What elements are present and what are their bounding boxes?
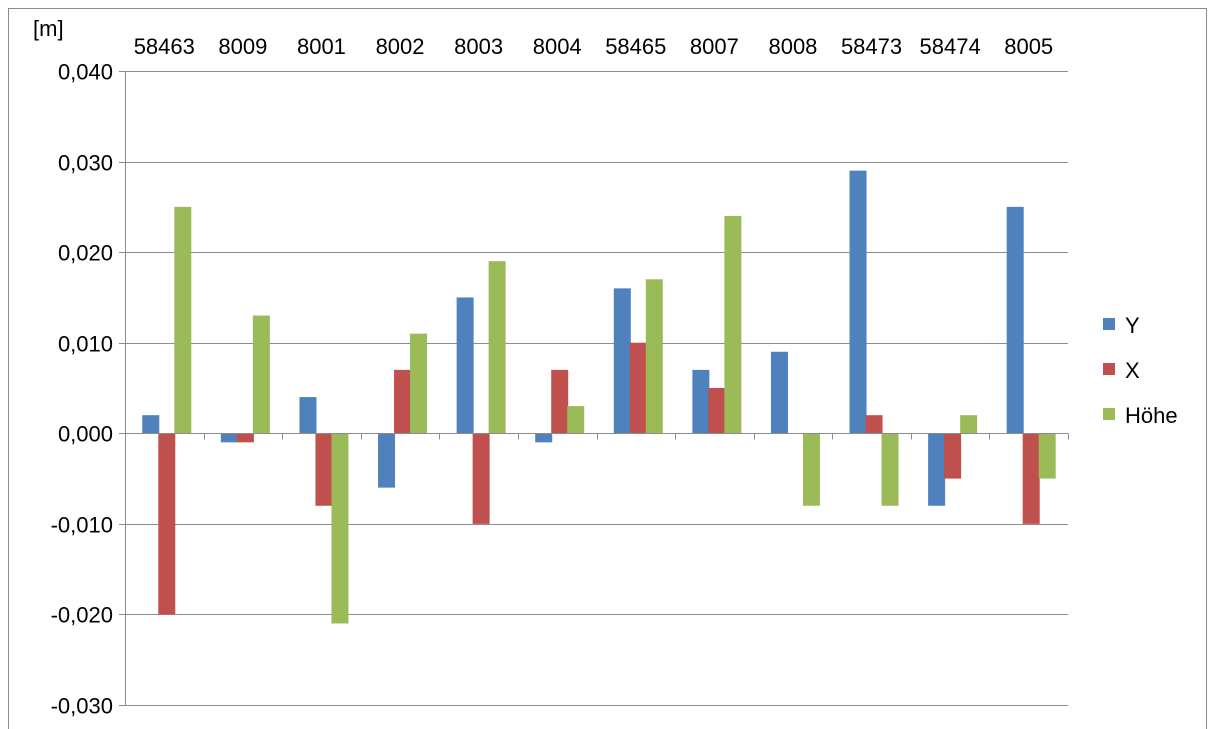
category-label: 8009 [218, 34, 267, 59]
bar-y [535, 433, 553, 443]
bar-x [865, 415, 883, 434]
bar-hhe [488, 261, 506, 434]
bar-y [299, 397, 317, 434]
bar-x [472, 433, 490, 524]
category-label: 8004 [533, 34, 582, 59]
legend-swatch [1103, 408, 1115, 420]
bar-x [551, 369, 569, 434]
category-label: 58473 [841, 34, 902, 59]
legend-label: X [1125, 358, 1140, 383]
y-tick-label: 0,020 [58, 241, 113, 266]
category-label: 58463 [134, 34, 195, 59]
bar-y [770, 351, 788, 434]
bar-x [1022, 433, 1040, 524]
y-tick-label: 0,030 [58, 151, 113, 176]
bar-hhe [724, 215, 742, 434]
legend-swatch [1103, 318, 1115, 330]
legend-label: Y [1125, 313, 1140, 338]
bar-y [456, 297, 474, 434]
category-label: 58474 [920, 34, 981, 59]
bar-hhe [645, 279, 663, 434]
bar-x [944, 433, 962, 479]
legend-label: Höhe [1125, 403, 1178, 428]
bar-y [849, 170, 867, 434]
category-label: 8005 [1004, 34, 1053, 59]
y-tick-label: 0,010 [58, 332, 113, 357]
bar-x [236, 433, 254, 443]
category-label: 8007 [690, 34, 739, 59]
bar-x [315, 433, 333, 506]
bar-hhe [410, 333, 428, 434]
bar-x [394, 369, 412, 434]
bar-hhe [567, 406, 585, 434]
bar-hhe [802, 433, 820, 506]
y-axis-label: [m] [33, 16, 64, 41]
bar-y [1006, 206, 1024, 434]
category-label: 8002 [376, 34, 425, 59]
bar-y [928, 433, 946, 506]
y-tick-label: 0,000 [58, 422, 113, 447]
y-tick-label: -0,020 [51, 603, 113, 628]
bar-y [692, 369, 710, 434]
bar-y [220, 433, 238, 443]
bar-y [613, 288, 631, 434]
y-tick-label: 0,040 [58, 60, 113, 85]
bar-hhe [252, 315, 270, 434]
bar-x [629, 342, 647, 434]
category-label: 8003 [454, 34, 503, 59]
category-label: 8008 [768, 34, 817, 59]
bar-hhe [331, 433, 349, 624]
bar-hhe [881, 433, 899, 506]
bar-y [378, 433, 396, 488]
y-tick-label: -0,010 [51, 513, 113, 538]
chart-border [8, 8, 1207, 729]
bar-hhe [174, 206, 192, 434]
bar-y [142, 415, 160, 434]
category-label: 58465 [605, 34, 666, 59]
bar-x [708, 388, 726, 434]
legend-swatch [1103, 363, 1115, 375]
bar-x [158, 433, 176, 615]
bar-hhe [960, 415, 978, 434]
y-tick-label: -0,030 [51, 694, 113, 719]
bar-hhe [1038, 433, 1056, 479]
category-label: 8001 [297, 34, 346, 59]
